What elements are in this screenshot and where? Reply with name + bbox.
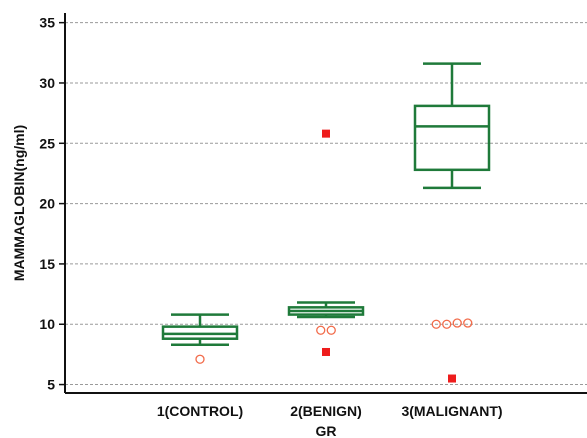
x-axis-title: GR (316, 423, 337, 438)
box-iqr (413, 104, 491, 172)
x-tick-label: 2(BENIGN) (290, 403, 362, 419)
box-group (161, 313, 239, 346)
axes (59, 13, 587, 394)
y-tick-label: 10 (39, 316, 55, 332)
outlier-point (442, 319, 452, 329)
y-tick-label: 25 (39, 135, 55, 151)
y-tick-label: 35 (39, 15, 55, 31)
far-outlier-point (322, 347, 330, 356)
x-tick-label: 3(MALIGNANT) (401, 403, 502, 419)
outlier-point (326, 325, 336, 335)
box-group (413, 62, 491, 190)
outlier-point (452, 318, 462, 328)
y-tick-label: 5 (47, 377, 55, 393)
outlier-point (195, 354, 205, 364)
y-tick-label: 30 (39, 75, 55, 91)
grid-lines (65, 22, 587, 386)
outlier-points (195, 129, 473, 383)
far-outlier-point (322, 129, 330, 138)
boxes (161, 62, 491, 346)
y-tick-label: 15 (39, 256, 55, 272)
x-tick-label: 1(CONTROL) (157, 403, 243, 419)
y-tick-label: 20 (39, 196, 55, 212)
y-axis-title: MAMMAGLOBIN(ng/ml) (11, 125, 27, 281)
outlier-point (431, 319, 441, 329)
tick-labels: 5 10 15 20 25 30 35 1(CONTROL) 2(BENIGN) 3(MALIGN… (39, 15, 502, 419)
box-group (287, 301, 365, 319)
outlier-point (316, 325, 326, 335)
far-outlier-point (448, 374, 456, 383)
outlier-point (463, 318, 473, 328)
